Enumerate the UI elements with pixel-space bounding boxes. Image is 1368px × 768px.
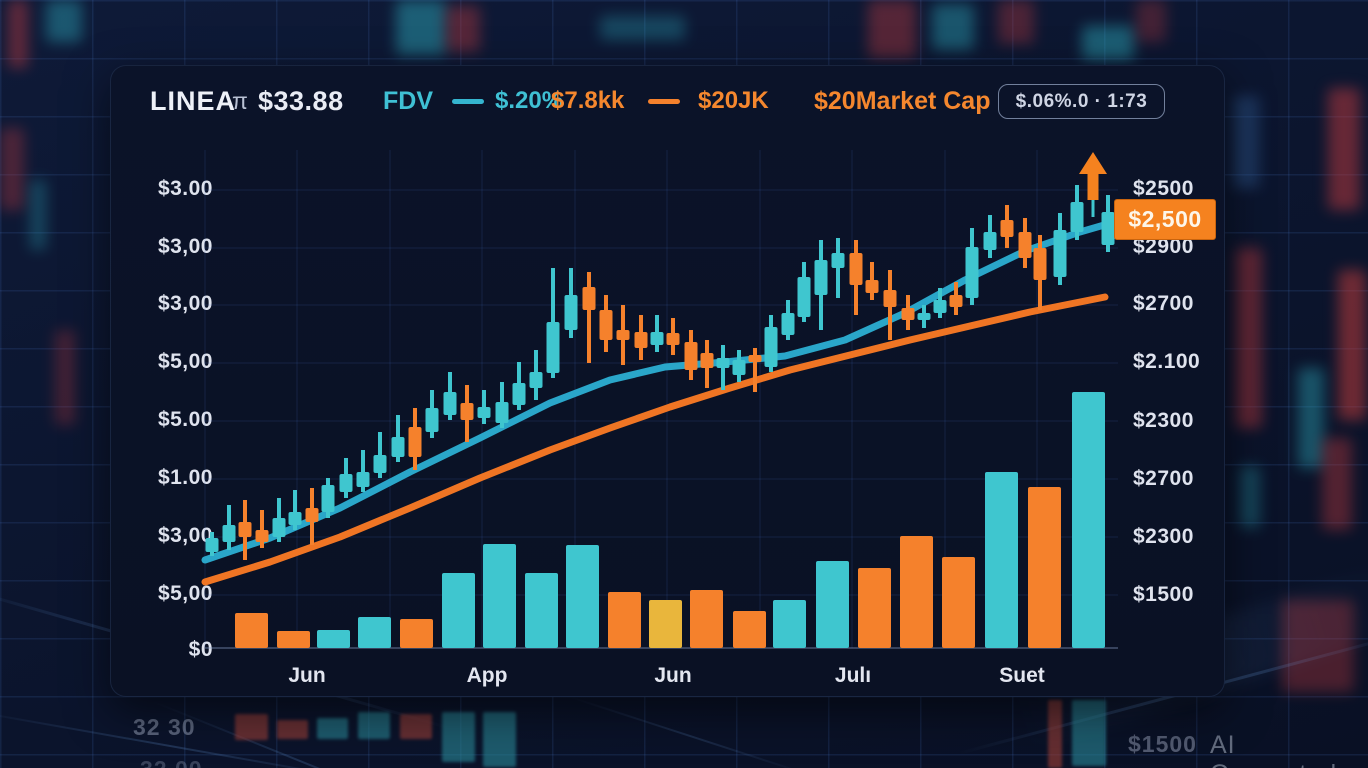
reflection-text-left2: 32 00 [140, 756, 203, 768]
token-price: $33.88 [258, 86, 344, 116]
legend-fdv-label[interactable]: FDV [383, 87, 433, 115]
marketcap-label: $20Market Cap [814, 87, 991, 115]
y-axis-label-right: $2300 [1133, 525, 1194, 548]
y-axis-label-right: $2900 [1133, 235, 1194, 258]
y-axis-label-right: $2500 [1133, 177, 1194, 200]
token-name: LINEA [150, 86, 236, 116]
current-price-badge: $2,500 [1114, 199, 1216, 240]
x-axis-label: Julı [834, 664, 872, 687]
x-axis-label: Jun [654, 664, 692, 687]
fdv-line-swatch [452, 99, 484, 104]
reflection-text-right: $1500 [1128, 731, 1197, 757]
y-axis-label-right: $1500 [1133, 583, 1194, 606]
ma-line-swatch [648, 99, 680, 104]
y-axis-label-left: $5,00 [157, 350, 213, 373]
y-axis-label-left: $5,00 [157, 582, 213, 605]
y-axis-label-left: $5.00 [157, 408, 213, 431]
legend-fdv-value[interactable]: $.20% [495, 87, 564, 114]
y-axis-label-right: $2300 [1133, 409, 1194, 432]
y-axis-label-left: $0 [188, 638, 213, 661]
ai-generated-watermark: AI Generated [1210, 731, 1336, 768]
token-glyph-icon: π [232, 88, 248, 114]
legend-fdv-value2[interactable]: $7.8kk [551, 87, 625, 114]
y-axis-label-left: $1.00 [157, 466, 213, 489]
x-axis-label: Jun [288, 664, 326, 687]
reflection-text-left: 32 30 [133, 714, 196, 740]
y-axis-label-left: $3,00 [157, 524, 213, 547]
y-axis-label-left: $3,00 [157, 292, 213, 315]
legend-ma-value[interactable]: $20JK [698, 87, 769, 114]
y-axis-label-right: $2700 [1133, 467, 1194, 490]
x-axis-label: Suet [999, 664, 1045, 687]
stats-badge[interactable]: $.06%.0 · 1:73 [998, 84, 1165, 119]
y-axis-label-left: $3.00 [157, 177, 213, 200]
x-axis-label: App [466, 664, 508, 687]
y-axis-label-left: $3,00 [157, 235, 213, 258]
y-axis-label-right: $2700 [1133, 292, 1194, 315]
y-axis-label-right: $2.100 [1133, 350, 1201, 373]
